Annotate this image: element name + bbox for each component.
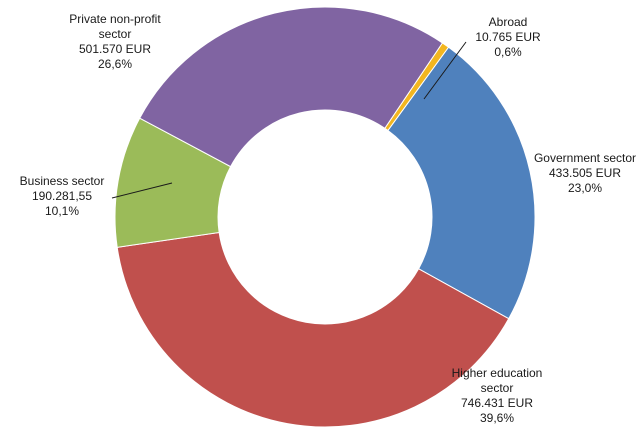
leader-lines: [111, 41, 467, 199]
label-name-line: sector: [99, 27, 132, 41]
data-label-higher-education-sector: Higher education sector 746.431 EUR 39,6%: [452, 366, 543, 425]
label-name-line: sector: [481, 381, 514, 395]
slice-higher-education-sector: [116, 231, 510, 428]
label-name-line: Higher education: [452, 366, 543, 380]
label-name-line: Business sector: [20, 174, 105, 188]
label-percent: 26,6%: [98, 57, 132, 71]
label-percent: 0,6%: [494, 45, 522, 59]
label-value: 501.570 EUR: [79, 42, 151, 56]
label-name-line: Government sector: [534, 151, 636, 165]
slice-private-non-profit-sector: [139, 6, 444, 168]
slice-labels: Abroad 10.765 EUR 0,6% Government sector 433…: [20, 12, 636, 425]
label-value: 10.765 EUR: [475, 30, 541, 44]
leader-line-abroad: [423, 41, 467, 100]
data-label-business-sector: Business sector 190.281,55 10,1%: [20, 174, 105, 218]
label-name-line: Private non-profit: [69, 12, 161, 26]
label-value: 746.431 EUR: [461, 396, 533, 410]
data-label-government-sector: Government sector 433.505 EUR 23,0%: [534, 151, 636, 195]
label-value: 190.281,55: [32, 189, 92, 203]
leader-line-business-sector: [111, 182, 173, 199]
slice-government-sector: [387, 46, 536, 320]
data-label-private-non-profit-sector: Private non-profit sector 501.570 EUR 26,6%: [69, 12, 161, 71]
label-value: 433.505 EUR: [549, 166, 621, 180]
data-label-abroad: Abroad 10.765 EUR 0,6%: [475, 15, 541, 59]
donut-slices: [114, 6, 536, 428]
label-percent: 10,1%: [45, 204, 79, 218]
label-name-line: Abroad: [489, 15, 528, 29]
label-percent: 39,6%: [480, 411, 514, 425]
label-percent: 23,0%: [568, 181, 602, 195]
